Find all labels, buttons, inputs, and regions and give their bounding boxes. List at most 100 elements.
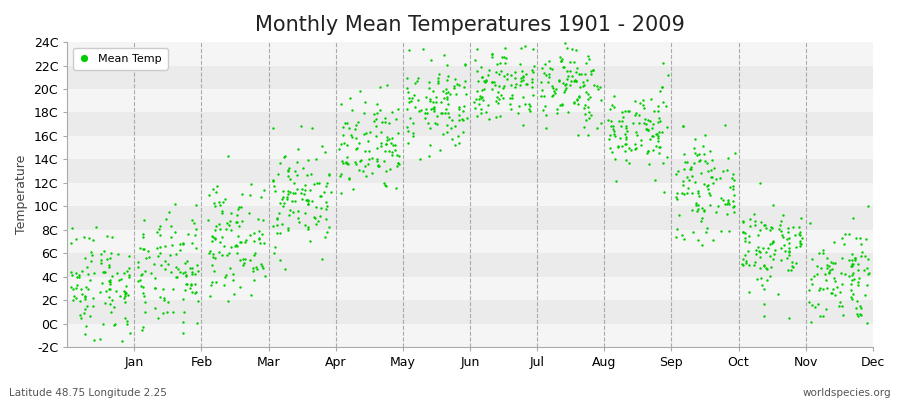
- Mean Temp: [134, 272, 148, 278]
- Mean Temp: [371, 162, 385, 168]
- Mean Temp: [336, 132, 350, 138]
- Mean Temp: [789, 244, 804, 250]
- Mean Temp: [432, 71, 446, 78]
- Mean Temp: [727, 150, 742, 156]
- Mean Temp: [212, 239, 227, 245]
- Mean Temp: [281, 191, 295, 198]
- Mean Temp: [654, 128, 669, 135]
- Mean Temp: [546, 88, 561, 94]
- Mean Temp: [526, 46, 541, 52]
- Mean Temp: [651, 134, 665, 141]
- Mean Temp: [290, 186, 304, 192]
- Mean Temp: [280, 194, 294, 200]
- Mean Temp: [578, 102, 592, 108]
- Mean Temp: [636, 97, 651, 104]
- Mean Temp: [76, 234, 91, 240]
- Mean Temp: [683, 166, 698, 172]
- Mean Temp: [178, 272, 193, 279]
- Mean Temp: [349, 146, 364, 152]
- Mean Temp: [474, 64, 489, 70]
- Mean Temp: [519, 81, 534, 88]
- Mean Temp: [471, 77, 485, 84]
- Mean Temp: [641, 148, 655, 154]
- Mean Temp: [94, 280, 109, 286]
- Mean Temp: [542, 35, 556, 41]
- Mean Temp: [794, 240, 808, 247]
- Mean Temp: [703, 192, 717, 198]
- Mean Temp: [554, 56, 569, 62]
- Mean Temp: [617, 108, 632, 115]
- Mean Temp: [298, 222, 312, 229]
- Mean Temp: [684, 164, 698, 170]
- Mean Temp: [382, 166, 397, 172]
- Mean Temp: [845, 272, 859, 278]
- Mean Temp: [756, 245, 770, 251]
- Mean Temp: [539, 112, 554, 118]
- Mean Temp: [735, 229, 750, 236]
- Mean Temp: [242, 257, 256, 264]
- Mean Temp: [639, 121, 653, 127]
- Mean Temp: [423, 98, 437, 104]
- Mean Temp: [643, 118, 657, 124]
- Mean Temp: [448, 91, 463, 97]
- Mean Temp: [642, 117, 656, 124]
- Mean Temp: [572, 71, 587, 78]
- Mean Temp: [220, 252, 234, 258]
- Mean Temp: [752, 254, 767, 260]
- Mean Temp: [782, 244, 796, 251]
- Mean Temp: [827, 275, 842, 282]
- Mean Temp: [97, 248, 112, 255]
- Mean Temp: [77, 310, 92, 317]
- Mean Temp: [270, 215, 284, 222]
- Mean Temp: [804, 318, 818, 325]
- Mean Temp: [747, 262, 761, 268]
- Mean Temp: [176, 240, 190, 246]
- Mean Temp: [183, 264, 197, 271]
- Mean Temp: [660, 153, 674, 160]
- Mean Temp: [141, 248, 156, 255]
- Mean Temp: [452, 82, 466, 88]
- Mean Temp: [689, 208, 704, 214]
- Mean Temp: [339, 120, 354, 126]
- Mean Temp: [751, 232, 765, 239]
- Mean Temp: [525, 84, 539, 90]
- Mean Temp: [477, 77, 491, 84]
- Mean Temp: [475, 74, 490, 80]
- Mean Temp: [350, 145, 365, 151]
- Bar: [68, 136, 873, 159]
- Mean Temp: [818, 306, 832, 312]
- Mean Temp: [273, 160, 287, 166]
- Mean Temp: [766, 239, 780, 246]
- Mean Temp: [437, 110, 452, 116]
- Mean Temp: [718, 201, 733, 207]
- Mean Temp: [845, 276, 859, 283]
- Mean Temp: [685, 173, 699, 180]
- Mean Temp: [135, 271, 149, 277]
- Mean Temp: [104, 309, 119, 315]
- Mean Temp: [436, 95, 451, 101]
- Mean Temp: [75, 268, 89, 275]
- Mean Temp: [479, 109, 493, 115]
- Mean Temp: [827, 260, 842, 266]
- Mean Temp: [442, 114, 456, 120]
- Mean Temp: [721, 199, 735, 206]
- Mean Temp: [448, 142, 463, 148]
- Mean Temp: [586, 66, 600, 73]
- Mean Temp: [78, 294, 93, 300]
- Mean Temp: [120, 318, 134, 325]
- Mean Temp: [456, 102, 471, 109]
- Mean Temp: [700, 168, 715, 174]
- Mean Temp: [759, 225, 773, 231]
- Mean Temp: [760, 266, 774, 272]
- Mean Temp: [390, 152, 404, 158]
- Mean Temp: [793, 243, 807, 249]
- Mean Temp: [650, 131, 664, 138]
- Mean Temp: [215, 210, 230, 217]
- Mean Temp: [278, 266, 293, 272]
- Mean Temp: [539, 72, 554, 78]
- Mean Temp: [605, 102, 619, 109]
- Mean Temp: [706, 237, 720, 244]
- Mean Temp: [176, 318, 191, 325]
- Mean Temp: [388, 142, 402, 148]
- Mean Temp: [680, 185, 695, 191]
